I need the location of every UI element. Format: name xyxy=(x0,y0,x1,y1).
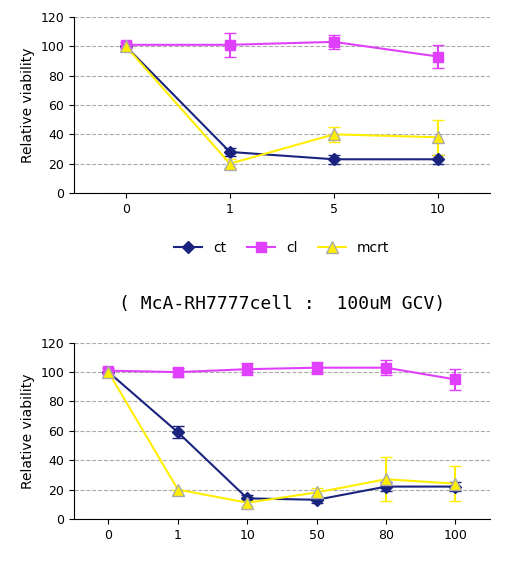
Legend: ct, cl, mcrt: ct, cl, mcrt xyxy=(169,235,395,260)
Text: ( McA-RH7777cell :  100uM GCV): ( McA-RH7777cell : 100uM GCV) xyxy=(119,295,445,313)
Y-axis label: Relative viability: Relative viability xyxy=(21,373,35,488)
Y-axis label: Relative viability: Relative viability xyxy=(21,47,35,163)
Legend: ct, cl, mcrt: ct, cl, mcrt xyxy=(169,561,395,564)
